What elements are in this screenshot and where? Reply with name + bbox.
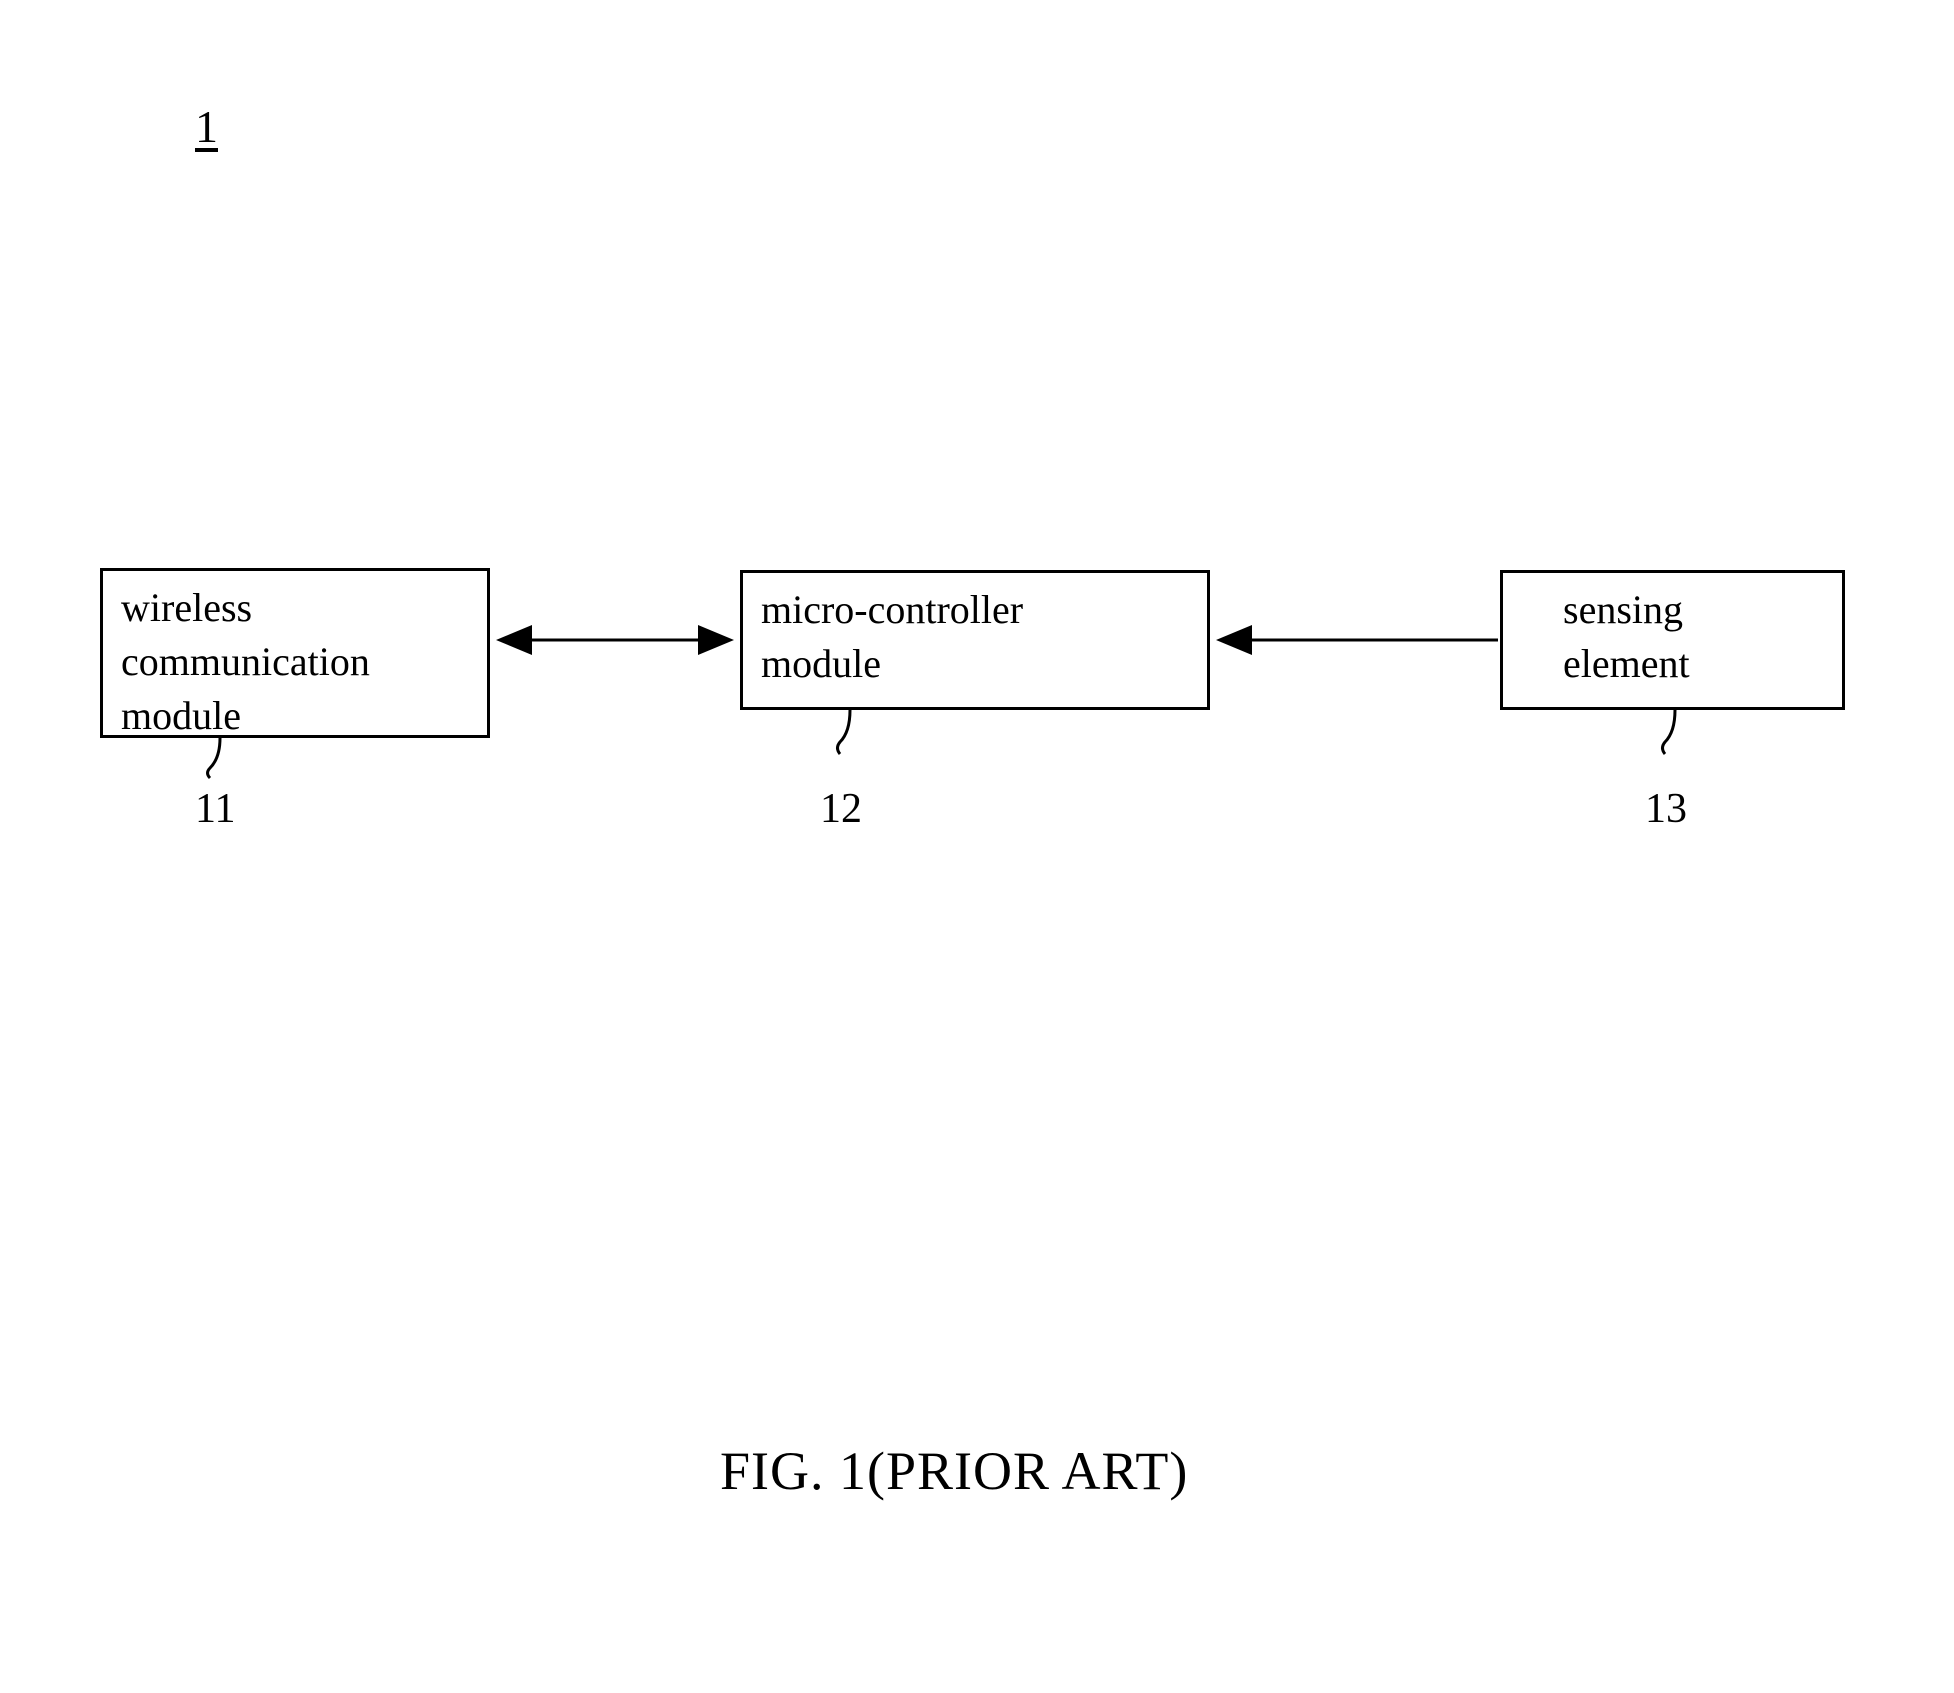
ref-hook-12 <box>830 710 870 760</box>
block-sensing-element: sensing element <box>1500 570 1845 710</box>
arrow-bidirectional-1-2 <box>490 620 740 660</box>
ref-number-13: 13 <box>1645 785 1687 833</box>
arrow-unidirectional-3-2 <box>1210 620 1500 660</box>
figure-caption: FIG. 1(PRIOR ART) <box>720 1440 1188 1502</box>
block-sensing-label: sensing element <box>1563 583 1690 691</box>
block-micro-controller: micro-controller module <box>740 570 1210 710</box>
figure-number: 1 <box>195 100 218 153</box>
ref-hook-13 <box>1655 710 1695 760</box>
block-micro-controller-label: micro-controller module <box>761 583 1023 691</box>
ref-number-12: 12 <box>820 785 862 833</box>
block-wireless-communication: wireless communication module <box>100 568 490 738</box>
ref-number-11: 11 <box>195 785 235 833</box>
ref-hook-11 <box>200 738 240 783</box>
block-wireless-label: wireless communication module <box>121 581 370 743</box>
